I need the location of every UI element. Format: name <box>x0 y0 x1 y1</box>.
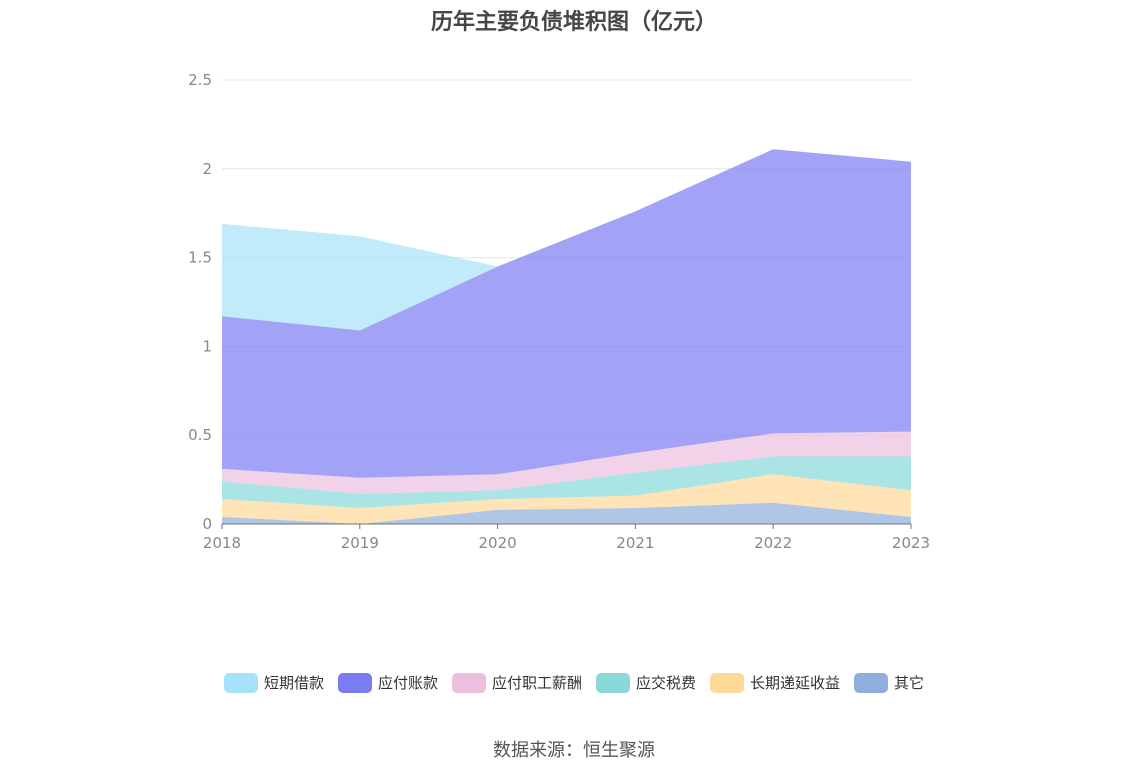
area-series <box>222 149 911 524</box>
x-tick-label: 2020 <box>479 534 517 552</box>
x-tick-label: 2019 <box>341 534 379 552</box>
legend-swatch <box>854 672 889 693</box>
y-tick-label: 0 <box>202 515 212 533</box>
area-series-其它[interactable] <box>222 502 911 524</box>
area-series-应付账款[interactable] <box>222 149 911 478</box>
legend-swatch <box>451 672 486 693</box>
x-tick-label: 2023 <box>892 534 930 552</box>
x-tick-label: 2022 <box>754 534 792 552</box>
legend-label: 其它 <box>894 674 925 692</box>
area-series-长期递延收益[interactable] <box>222 474 911 524</box>
area-series-应付职工薪酬[interactable] <box>222 431 911 494</box>
y-tick-label: 0.5 <box>188 426 212 444</box>
legend-swatch <box>337 672 372 693</box>
axes: 0 0.5 1 1.5 2 2.5 2018 2019 2020 2021 2022 2023 <box>188 71 930 552</box>
y-tick-label: 2 <box>202 160 212 178</box>
area-series-应交税费[interactable] <box>222 456 911 509</box>
legend-label: 应交税费 <box>636 674 697 692</box>
x-tick-label: 2021 <box>616 534 654 552</box>
legend-item[interactable]: 短期借款 <box>223 672 324 693</box>
legend: 短期借款 应付账款 应付职工薪酬 应交税费 长期递延收益 其它 <box>0 672 1148 693</box>
legend-item[interactable]: 应交税费 <box>596 672 696 693</box>
legend-label: 短期借款 <box>263 674 324 692</box>
area-series-短期借款[interactable] <box>222 149 911 331</box>
legend-label: 应付职工薪酬 <box>491 674 582 692</box>
legend-item[interactable]: 长期递延收益 <box>710 672 840 693</box>
legend-item[interactable]: 应付职工薪酬 <box>451 672 582 693</box>
legend-label: 应付账款 <box>377 674 438 692</box>
data-source: 数据来源：恒生聚源 <box>493 740 655 761</box>
legend-swatch <box>710 672 745 693</box>
y-tick-label: 1 <box>202 337 212 355</box>
legend-swatch <box>223 672 258 693</box>
legend-swatch <box>596 672 630 693</box>
x-tick-label: 2018 <box>203 534 241 552</box>
y-tick-label: 2.5 <box>188 71 212 89</box>
legend-label: 长期递延收益 <box>750 674 841 692</box>
legend-item[interactable]: 其它 <box>854 672 924 693</box>
chart-title: 历年主要负债堆积图（亿元） <box>430 10 717 35</box>
y-tick-label: 1.5 <box>188 249 212 267</box>
legend-item[interactable]: 应付账款 <box>337 672 438 693</box>
